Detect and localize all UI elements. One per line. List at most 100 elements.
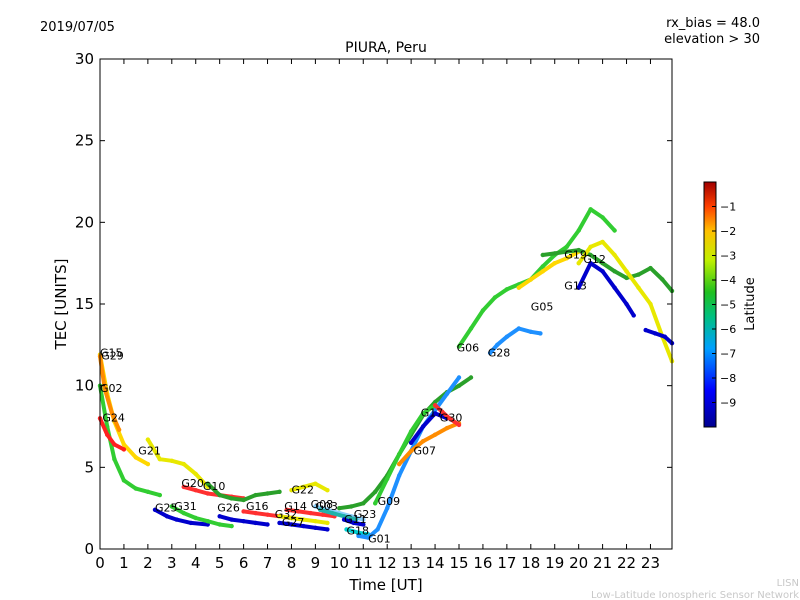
- data-point: [588, 244, 593, 249]
- data-point: [157, 492, 162, 498]
- data-point: [397, 461, 402, 467]
- satellite-label: G15: [100, 346, 123, 359]
- satellite-label: G26: [217, 501, 240, 514]
- x-tick-label: 12: [378, 554, 397, 572]
- data-point: [241, 509, 246, 514]
- series-g29: [98, 354, 122, 432]
- data-point: [325, 488, 330, 493]
- data-point: [121, 442, 127, 447]
- satellite-label: G23: [354, 508, 377, 521]
- y-tick-label: 15: [75, 295, 94, 313]
- data-point: [576, 247, 581, 253]
- data-point: [265, 491, 270, 496]
- data-point: [660, 277, 665, 282]
- satellite-label: G21: [138, 444, 161, 457]
- series-g22: [289, 481, 330, 493]
- data-point: [308, 510, 313, 516]
- data-point: [624, 301, 629, 307]
- satellite-label: G14: [284, 500, 307, 513]
- satellite-label: G03: [315, 500, 338, 513]
- data-point: [361, 517, 366, 522]
- data-point: [444, 425, 450, 431]
- data-point: [193, 515, 198, 521]
- data-point: [612, 252, 617, 258]
- data-point: [121, 478, 127, 483]
- data-point: [432, 411, 438, 416]
- data-point: [504, 334, 510, 339]
- data-point: [487, 350, 493, 356]
- data-point: [456, 383, 462, 388]
- x-tick-label: 2: [143, 554, 153, 572]
- data-point: [105, 432, 110, 437]
- x-tick-label: 16: [473, 554, 492, 572]
- data-point: [181, 510, 186, 516]
- data-point: [444, 391, 450, 396]
- data-point: [600, 269, 605, 274]
- satellite-label: G20: [181, 477, 204, 490]
- data-point: [447, 416, 452, 421]
- satellite-label: G28: [488, 346, 511, 359]
- data-point: [145, 437, 151, 442]
- data-point: [440, 409, 445, 414]
- data-point: [528, 277, 533, 282]
- series-g01: [356, 375, 461, 540]
- data-point: [188, 520, 194, 526]
- data-point: [588, 207, 593, 212]
- data-point: [516, 285, 521, 290]
- footer-org-long: Low-Latitude Ionospheric Sensor Network: [591, 590, 799, 600]
- data-point: [516, 326, 521, 331]
- data-point: [624, 275, 629, 281]
- y-tick-label: 20: [75, 213, 94, 231]
- data-point: [540, 252, 545, 258]
- series-g05: [516, 249, 581, 290]
- rx-bias-label: rx_bias = 48.0: [666, 16, 760, 31]
- data-point: [277, 520, 282, 526]
- data-point: [277, 489, 282, 494]
- satellite-label: G29: [101, 350, 124, 363]
- data-point: [145, 489, 151, 494]
- data-point: [356, 530, 361, 535]
- data-point: [353, 517, 359, 522]
- data-point: [408, 429, 414, 434]
- colorbar-tick-label: −2: [720, 225, 736, 238]
- date-label: 2019/07/05: [40, 20, 115, 35]
- data-point: [564, 244, 569, 249]
- colorbar-tick-label: −9: [720, 397, 736, 410]
- data-point: [643, 327, 648, 333]
- data-point: [313, 525, 318, 530]
- colorbar-tick-label: −7: [720, 348, 736, 361]
- data-point: [174, 517, 179, 522]
- data-point: [612, 285, 617, 290]
- satellite-label: G05: [531, 301, 554, 314]
- data-point: [205, 481, 210, 486]
- data-point: [277, 514, 282, 519]
- data-point: [313, 519, 318, 524]
- data-point: [420, 424, 426, 429]
- data-point: [552, 251, 557, 256]
- data-point: [229, 517, 234, 522]
- data-point: [662, 334, 667, 339]
- data-point: [301, 517, 306, 522]
- data-point: [229, 523, 234, 529]
- data-point: [504, 287, 510, 292]
- data-point: [229, 496, 234, 501]
- data-point: [169, 504, 174, 509]
- satellite-label: G32: [275, 508, 298, 521]
- data-point: [109, 411, 115, 416]
- data-point: [600, 215, 605, 220]
- data-point: [169, 458, 174, 463]
- x-tick-label: 3: [167, 554, 177, 572]
- data-point: [576, 285, 581, 290]
- data-point: [408, 448, 414, 454]
- satellite-label: G22: [292, 484, 315, 497]
- data-point: [624, 269, 629, 274]
- data-point: [361, 522, 366, 527]
- data-point: [344, 527, 349, 532]
- data-point: [301, 523, 306, 529]
- data-point: [552, 261, 557, 266]
- data-point: [181, 461, 186, 467]
- data-point: [205, 491, 210, 496]
- data-point: [432, 432, 438, 437]
